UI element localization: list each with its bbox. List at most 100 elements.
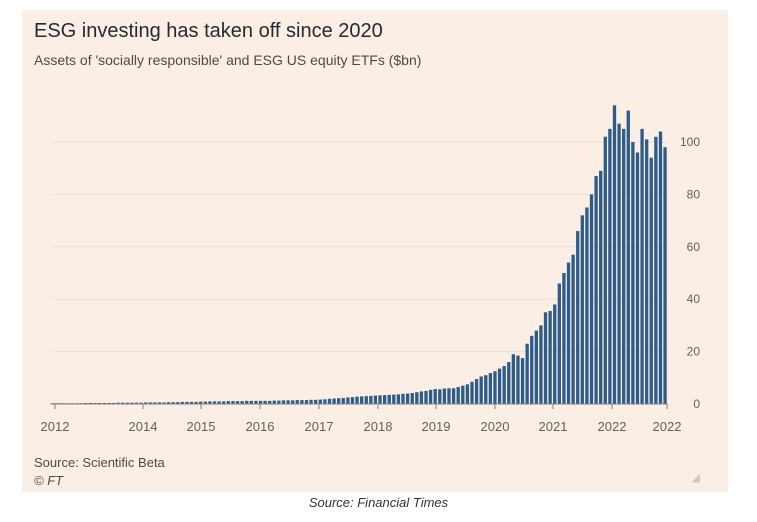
bar bbox=[585, 207, 589, 404]
x-tick-label: 2014 bbox=[129, 419, 158, 434]
bar bbox=[314, 399, 318, 404]
x-tick-label: 2020 bbox=[481, 419, 510, 434]
bar bbox=[360, 396, 364, 404]
bar bbox=[635, 152, 640, 404]
bar bbox=[176, 402, 180, 404]
bar bbox=[291, 400, 295, 404]
bar bbox=[93, 402, 97, 404]
bar bbox=[323, 399, 327, 404]
bar bbox=[612, 105, 617, 404]
bar bbox=[571, 254, 575, 404]
bar bbox=[488, 373, 493, 404]
bar bbox=[484, 375, 488, 404]
y-tick-label: 20 bbox=[687, 345, 701, 359]
bar bbox=[277, 400, 281, 404]
chart-subtitle: Assets of 'socially responsible' and ESG… bbox=[34, 52, 422, 68]
chart-credit: © FT bbox=[34, 473, 64, 488]
bar bbox=[654, 136, 658, 404]
bar bbox=[263, 400, 267, 404]
chart-title: ESG investing has taken off since 2020 bbox=[34, 20, 383, 42]
bar bbox=[548, 310, 552, 404]
bar bbox=[235, 401, 240, 404]
bar bbox=[148, 402, 152, 404]
bar bbox=[268, 400, 272, 404]
bar bbox=[419, 391, 424, 404]
bar bbox=[162, 402, 166, 404]
bar bbox=[428, 389, 433, 404]
bar bbox=[649, 157, 653, 404]
x-tick-label: 2022 bbox=[653, 419, 682, 434]
x-tick-label: 2017 bbox=[305, 419, 334, 434]
bar bbox=[479, 376, 483, 404]
bar bbox=[272, 400, 276, 404]
bar bbox=[438, 389, 442, 404]
bar bbox=[378, 395, 382, 404]
bar bbox=[226, 401, 230, 404]
bar bbox=[502, 366, 506, 404]
bar bbox=[530, 335, 534, 404]
bar bbox=[382, 395, 387, 404]
bar bbox=[364, 396, 368, 404]
bar bbox=[189, 401, 194, 404]
image-caption: Source: Financial Times bbox=[308, 495, 449, 510]
bar bbox=[534, 330, 538, 404]
bar bbox=[337, 398, 341, 404]
bar bbox=[387, 394, 391, 404]
bar bbox=[157, 402, 162, 404]
bar bbox=[304, 400, 309, 404]
bar bbox=[373, 395, 378, 404]
bar bbox=[84, 402, 88, 404]
bar bbox=[401, 393, 405, 404]
bar bbox=[245, 400, 249, 404]
bar bbox=[203, 401, 208, 404]
bar bbox=[511, 354, 516, 404]
bar bbox=[309, 399, 313, 404]
bar bbox=[520, 358, 525, 404]
x-tick-label: 2016 bbox=[246, 419, 275, 434]
x-tick-label: 2018 bbox=[364, 419, 393, 434]
bar bbox=[153, 402, 157, 404]
bar bbox=[185, 401, 189, 404]
bar bbox=[341, 397, 345, 404]
bar bbox=[102, 402, 106, 404]
bar bbox=[507, 362, 511, 404]
bar bbox=[194, 401, 198, 404]
resize-handle-icon: ◢ bbox=[691, 472, 700, 484]
bar bbox=[212, 401, 217, 404]
bar bbox=[111, 402, 116, 404]
bar bbox=[107, 402, 111, 404]
bar bbox=[346, 397, 350, 404]
y-tick-label: 60 bbox=[687, 240, 701, 254]
bar bbox=[249, 400, 253, 404]
bar bbox=[240, 401, 244, 404]
bar bbox=[300, 400, 304, 404]
bar bbox=[626, 110, 630, 404]
bar bbox=[562, 273, 566, 404]
y-tick-label: 80 bbox=[687, 187, 701, 201]
x-tick-label: 2022 bbox=[598, 419, 627, 434]
bar bbox=[396, 394, 401, 404]
bar bbox=[139, 402, 143, 404]
bar bbox=[566, 262, 571, 404]
bar bbox=[392, 394, 396, 404]
bar bbox=[332, 398, 336, 404]
bar bbox=[130, 402, 134, 404]
bar bbox=[576, 231, 580, 404]
bar bbox=[461, 385, 465, 404]
bar bbox=[447, 388, 451, 404]
bar bbox=[658, 131, 663, 404]
x-tick-label: 2015 bbox=[187, 419, 216, 434]
bar bbox=[442, 388, 447, 404]
bar bbox=[433, 389, 437, 404]
bar bbox=[350, 397, 355, 404]
bar bbox=[553, 304, 557, 404]
bar bbox=[369, 395, 373, 404]
bar bbox=[474, 379, 479, 404]
bar bbox=[617, 123, 621, 404]
bar bbox=[415, 392, 419, 404]
bar bbox=[539, 325, 543, 404]
y-tick-label: 100 bbox=[680, 135, 700, 149]
bar bbox=[451, 388, 456, 404]
bar bbox=[603, 136, 607, 404]
bar bbox=[631, 142, 635, 404]
